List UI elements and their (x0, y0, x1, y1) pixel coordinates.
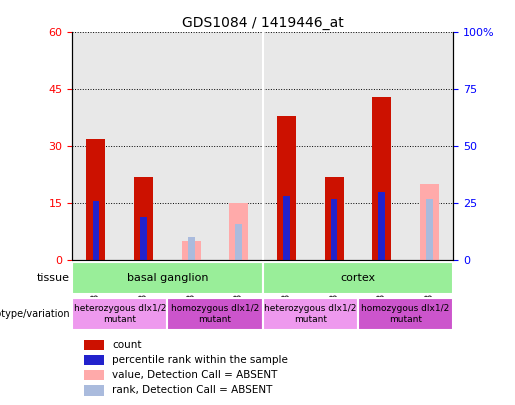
FancyBboxPatch shape (167, 298, 263, 330)
Bar (420, 184, 439, 260)
Bar (93, 201, 99, 260)
Text: percentile rank within the sample: percentile rank within the sample (112, 355, 288, 365)
Text: genotype/variation: genotype/variation (0, 309, 70, 319)
Bar (134, 177, 153, 260)
Text: basal ganglion: basal ganglion (127, 273, 208, 283)
Bar (331, 199, 337, 260)
Bar (83, 385, 105, 396)
Bar (283, 196, 290, 260)
FancyBboxPatch shape (263, 262, 453, 294)
FancyBboxPatch shape (72, 262, 263, 294)
Bar (188, 237, 195, 260)
Text: homozygous dlx1/2
mutant: homozygous dlx1/2 mutant (362, 304, 450, 324)
Text: heterozygous dlx1/2
mutant: heterozygous dlx1/2 mutant (264, 304, 356, 324)
Bar (426, 199, 433, 260)
Bar (83, 369, 105, 380)
Bar (324, 177, 344, 260)
Bar (83, 355, 105, 365)
Text: cortex: cortex (340, 273, 375, 283)
Bar (182, 241, 201, 260)
Text: heterozygous dlx1/2
mutant: heterozygous dlx1/2 mutant (74, 304, 166, 324)
Text: value, Detection Call = ABSENT: value, Detection Call = ABSENT (112, 370, 278, 380)
Bar (235, 224, 242, 260)
Bar (83, 340, 105, 350)
Text: count: count (112, 340, 142, 350)
Text: rank, Detection Call = ABSENT: rank, Detection Call = ABSENT (112, 386, 272, 395)
Bar (229, 203, 248, 260)
FancyBboxPatch shape (358, 298, 453, 330)
Text: tissue: tissue (37, 273, 70, 283)
Bar (140, 217, 147, 260)
FancyBboxPatch shape (263, 298, 358, 330)
Bar (277, 116, 296, 260)
Title: GDS1084 / 1419446_at: GDS1084 / 1419446_at (182, 16, 344, 30)
FancyBboxPatch shape (72, 298, 167, 330)
Text: homozygous dlx1/2
mutant: homozygous dlx1/2 mutant (171, 304, 259, 324)
Bar (379, 192, 385, 260)
Bar (87, 139, 106, 260)
Bar (372, 97, 391, 260)
